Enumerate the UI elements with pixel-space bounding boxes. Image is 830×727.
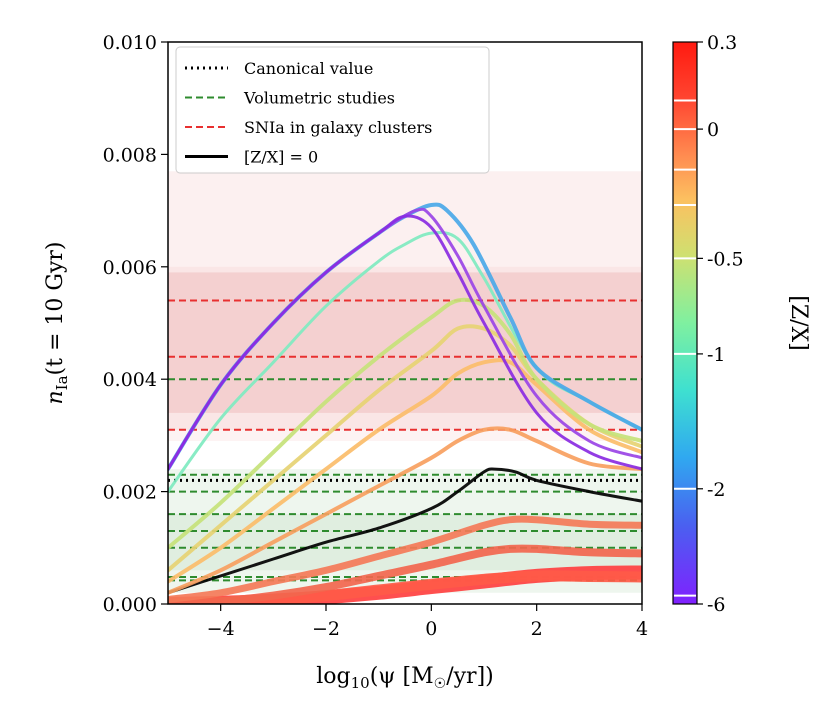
y-tick-label-5: 0.010 <box>103 32 157 54</box>
x-tick-label-1: −2 <box>312 618 340 640</box>
series-line-2 <box>168 544 642 604</box>
y-axis-label: nIa(t = 10 Gyr) <box>43 242 71 405</box>
y-axis-ticks: 0.000 0.002 0.004 0.006 0.008 0.010 <box>103 32 168 616</box>
colorbar-gradient <box>672 41 698 605</box>
y-tick-label-2: 0.004 <box>103 369 157 391</box>
series-line-6 <box>168 358 642 584</box>
colorbar-tick-label-1: 0 <box>707 119 719 141</box>
x-axis-label: log10(ψ [M☉/yr]) <box>316 664 494 692</box>
colorbar-label: [Z/X] <box>786 295 811 351</box>
legend-label-0: Canonical value <box>244 59 373 78</box>
series-line-8 <box>168 297 642 550</box>
colorbar-tick-label-0: 0.3 <box>707 32 737 54</box>
x-tick-label-3: 2 <box>531 618 543 640</box>
y-tick-label-0: 0.000 <box>103 594 157 616</box>
y-tick-label-4: 0.008 <box>103 144 157 166</box>
x-axis-ticks: −4 −2 0 2 4 <box>207 604 648 640</box>
x-tick-label-0: −4 <box>207 618 235 640</box>
legend-box <box>175 46 490 174</box>
colorbar-tick-label-3: -1 <box>707 344 726 366</box>
y-tick-label-3: 0.006 <box>103 257 157 279</box>
colorbar-tick-label-5: -6 <box>707 594 726 616</box>
uncertainty-bands <box>168 171 642 593</box>
series-line-4 <box>168 467 642 595</box>
legend-label-1: Volumetric studies <box>243 89 395 108</box>
series-line-3 <box>168 515 642 603</box>
plot-frame <box>167 41 643 605</box>
x-tick-label-2: 0 <box>425 618 437 640</box>
legend-label-3: [Z/X] = 0 <box>244 148 318 167</box>
series-lines <box>168 202 642 604</box>
colorbar-tick-label-2: -0.5 <box>707 248 744 270</box>
legend: Canonical value Volumetric studies SNIa in… <box>175 46 490 174</box>
y-tick-label-1: 0.002 <box>103 482 157 504</box>
colorbar: 0.3 0 -0.5 -1 -2 -6 <box>672 32 744 616</box>
series-line-12 <box>168 214 642 471</box>
series-line-5 <box>168 426 642 595</box>
colorbar-tick-label-4: -2 <box>707 479 726 501</box>
x-tick-label-4: 4 <box>636 618 648 640</box>
legend-label-2: SNIa in galaxy clusters <box>244 118 432 137</box>
